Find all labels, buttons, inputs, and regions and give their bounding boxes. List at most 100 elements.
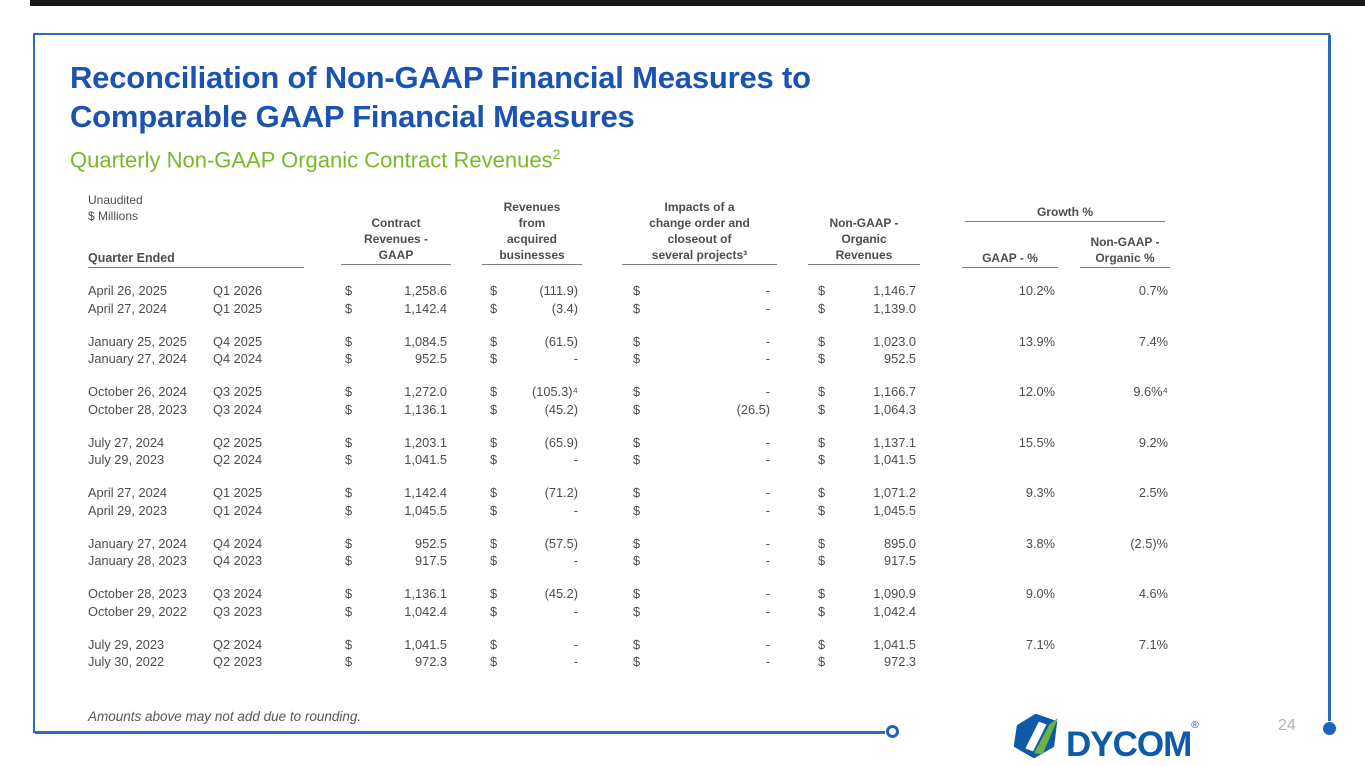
- gaap-growth-pct: 13.9%: [1018, 333, 1055, 349]
- spacer-cell: [447, 451, 490, 469]
- page-title: Reconciliation of Non-GAAP Financial Mea…: [70, 60, 811, 134]
- quarter-ended-date: April 26, 2025: [88, 283, 167, 298]
- currency-symbol: $: [345, 502, 353, 518]
- currency-symbol: $: [633, 553, 641, 568]
- gaap-growth-pct: [916, 653, 1055, 671]
- currency-symbol: $: [345, 384, 353, 399]
- spacer-cell: [578, 585, 633, 603]
- gaap-growth-pct: [916, 401, 1055, 419]
- gaap-growth-pct: [916, 502, 1055, 520]
- currency-symbol: $: [633, 333, 641, 349]
- quarter-ended-date: April 27, 2024: [88, 300, 167, 316]
- impacts-value: -: [765, 654, 770, 669]
- acquired-revenue-value: (65.9): [544, 434, 578, 450]
- spacer-cell: [447, 434, 490, 452]
- spacer-cell: [578, 383, 633, 401]
- fiscal-quarter: Q1 2025: [213, 300, 263, 316]
- gaap-revenue-value: 1,136.1: [404, 586, 447, 601]
- organic-revenue-value: 972.3: [883, 654, 916, 669]
- organic-growth-pct: [1055, 502, 1168, 520]
- spacer-cell: [88, 317, 1168, 333]
- spacer-cell: [770, 451, 818, 469]
- currency-symbol: $: [490, 502, 498, 518]
- currency-symbol: $: [345, 654, 353, 669]
- gaap-revenue-value: 952.5: [414, 351, 447, 366]
- table-body: April 26, 2025 Q1 2026 $1,258.6 $ (111.9) $ - $…: [88, 282, 1168, 671]
- table-row: January 27, 2024 Q4 2024 $952.5 $ (57.5) $ - $8…: [88, 535, 1168, 553]
- currency-symbol: $: [818, 434, 826, 450]
- currency-symbol: $: [633, 535, 641, 551]
- dycom-logo: DYCOM®: [1010, 703, 1199, 766]
- currency-symbol: $: [490, 401, 498, 417]
- group-spacer-row: [88, 519, 1168, 535]
- currency-symbol: $: [633, 485, 641, 500]
- fiscal-quarter: Q1 2025: [213, 485, 263, 500]
- spacer-cell: [770, 300, 818, 318]
- gaap-revenue-value: 972.3: [414, 654, 447, 669]
- impacts-value: -: [765, 333, 770, 349]
- acquired-revenue-value: -: [573, 636, 578, 652]
- impacts-value: -: [765, 603, 770, 619]
- spacer-cell: [770, 333, 818, 351]
- organic-growth-pct: [1055, 653, 1168, 671]
- spacer-cell: [770, 535, 818, 553]
- group-spacer-row: [88, 368, 1168, 384]
- currency-symbol: $: [345, 300, 353, 316]
- reconciliation-table: April 26, 2025 Q1 2026 $1,258.6 $ (111.9) $ - $…: [88, 282, 1168, 671]
- acquired-revenue-value: -: [573, 654, 578, 669]
- gaap-revenue-value: 1,272.0: [404, 384, 447, 399]
- organic-growth-pct: 7.4%: [1138, 333, 1168, 349]
- impacts-value: -: [765, 636, 770, 652]
- fiscal-quarter: Q4 2024: [213, 535, 263, 551]
- gaap-revenue-value: 1,142.4: [404, 300, 447, 316]
- spacer-cell: [88, 519, 1168, 535]
- organic-revenue-value: 1,090.9: [873, 586, 916, 601]
- table-row: October 29, 2022 Q3 2023 $1,042.4 $ - $ - $1,04…: [88, 603, 1168, 621]
- currency-symbol: $: [633, 351, 641, 366]
- impacts-value: -: [765, 300, 770, 316]
- currency-symbol: $: [490, 384, 498, 399]
- col-header-non-gaap-organic: Non-GAAP - Organic Revenues: [808, 215, 920, 265]
- currency-symbol: $: [633, 300, 641, 316]
- currency-symbol: $: [818, 485, 826, 500]
- currency-symbol: $: [633, 283, 641, 298]
- currency-symbol: $: [345, 603, 353, 619]
- organic-revenue-value: 1,041.5: [873, 636, 916, 652]
- gaap-revenue-value: 1,258.6: [404, 283, 447, 298]
- quarter-ended-date: July 29, 2023: [88, 452, 165, 467]
- table-row: April 29, 2023 Q1 2024 $1,045.5 $ - $ - $1,045.…: [88, 502, 1168, 520]
- frame-right-line: [1328, 35, 1331, 721]
- acquired-revenue-value: -: [573, 502, 578, 518]
- currency-symbol: $: [633, 384, 641, 399]
- spacer-cell: [447, 350, 490, 368]
- currency-symbol: $: [633, 603, 641, 619]
- quarter-ended-date: April 29, 2023: [88, 502, 167, 518]
- impacts-value: -: [765, 351, 770, 366]
- organic-revenue-value: 1,071.2: [873, 485, 916, 500]
- table-row: July 27, 2024 Q2 2025 $1,203.1 $ (65.9) $ - $1,…: [88, 434, 1168, 452]
- acquired-revenue-value: -: [573, 351, 578, 366]
- spacer-cell: [447, 282, 490, 300]
- spacer-cell: [578, 653, 633, 671]
- table-row: April 27, 2024 Q1 2025 $1,142.4 $ (71.2) $ - $1…: [88, 484, 1168, 502]
- spacer-cell: [578, 451, 633, 469]
- subtitle-text: Quarterly Non-GAAP Organic Contract Reve…: [70, 147, 553, 173]
- spacer-cell: [770, 502, 818, 520]
- impacts-value: -: [765, 434, 770, 450]
- frame-dot-ring: [886, 725, 899, 738]
- acquired-revenue-value: (61.5): [544, 333, 578, 349]
- currency-symbol: $: [490, 636, 498, 652]
- fiscal-quarter: Q2 2025: [213, 434, 263, 450]
- currency-symbol: $: [490, 654, 498, 669]
- spacer-cell: [447, 636, 490, 654]
- currency-symbol: $: [818, 502, 826, 518]
- fiscal-quarter: Q4 2024: [213, 351, 263, 366]
- spacer-cell: [770, 653, 818, 671]
- acquired-revenue-value: (105.3)⁴: [531, 384, 578, 399]
- quarter-ended-date: April 27, 2024: [88, 485, 167, 500]
- spacer-cell: [447, 484, 490, 502]
- spacer-cell: [578, 300, 633, 318]
- table-row: January 27, 2024 Q4 2024 $952.5 $ - $ - $952.5: [88, 350, 1168, 368]
- gaap-growth-pct: [916, 451, 1055, 469]
